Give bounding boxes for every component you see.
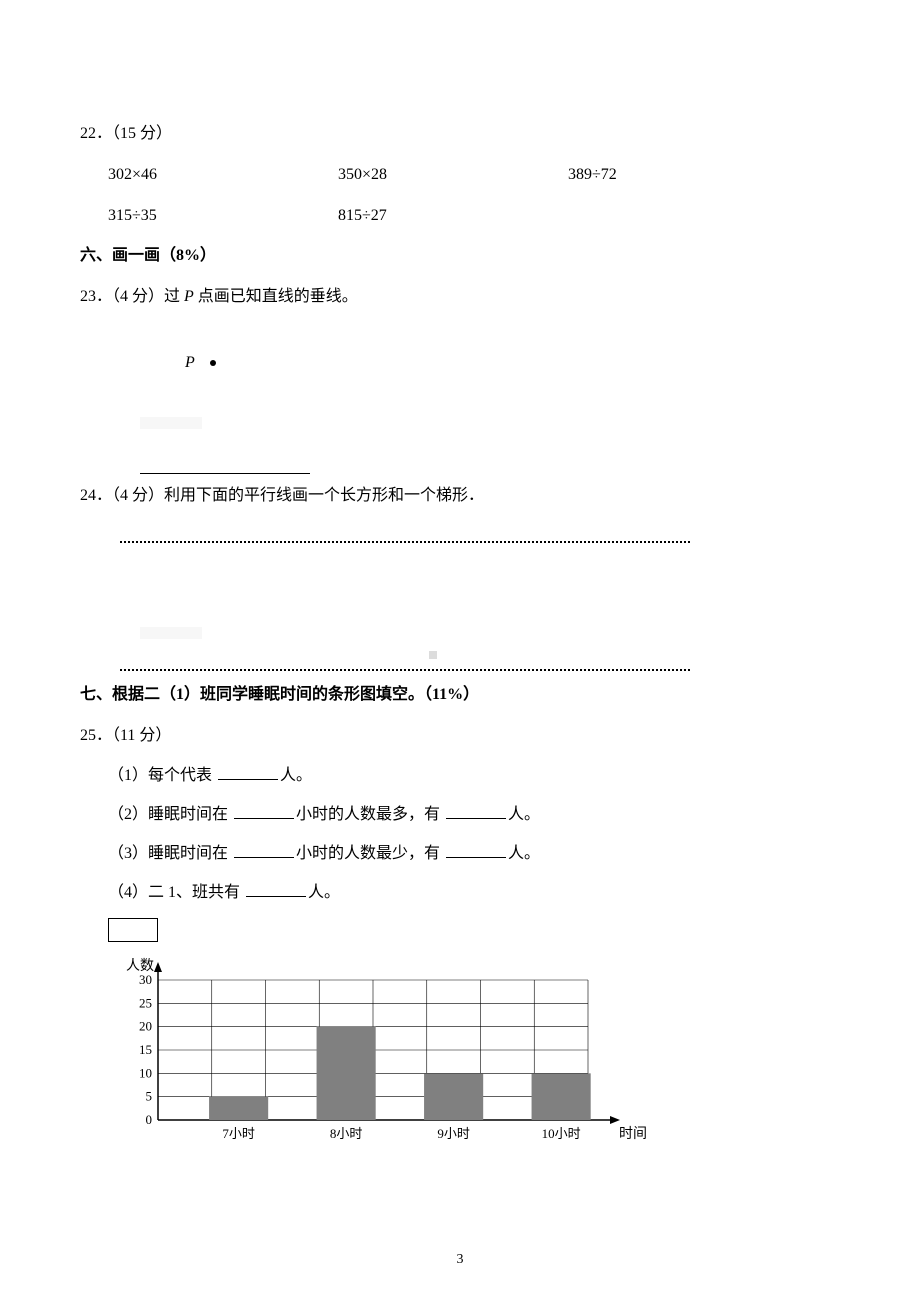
q25-sub2-b: 小时的人数最多，有 (296, 806, 444, 823)
expr-3: 389÷72 (568, 161, 798, 190)
blank-5 (446, 842, 506, 858)
expr-5: 815÷27 (338, 202, 568, 231)
svg-text:10: 10 (139, 1065, 152, 1080)
q25-sub4: （4）二 1、班共有 人。 (108, 879, 840, 908)
expr-row-1: 302×46 350×28 389÷72 (108, 161, 840, 190)
svg-text:5: 5 (146, 1088, 153, 1103)
svg-text:8小时: 8小时 (330, 1126, 363, 1141)
expr-row-2: 315÷35 815÷27 (108, 202, 840, 231)
legend-box (108, 918, 158, 942)
svg-text:7小时: 7小时 (222, 1126, 255, 1141)
q25-sub4-b: 人。 (308, 884, 340, 901)
q25-sub1-b: 人。 (280, 767, 312, 784)
blank-4 (234, 842, 294, 858)
dotted-line-bottom (120, 669, 690, 671)
svg-text:25: 25 (139, 995, 152, 1010)
q25-sub3: （3）睡眠时间在 小时的人数最少，有 人。 (108, 840, 840, 869)
watermark-3 (429, 651, 437, 659)
blank-2 (234, 803, 294, 819)
question-22-header: 22．（15 分） (80, 120, 840, 149)
expr-4: 315÷35 (108, 202, 338, 231)
baseline-q23 (140, 473, 310, 474)
point-p-dot (210, 360, 216, 366)
svg-text:30: 30 (139, 972, 152, 987)
diagram-q23: P (130, 324, 310, 474)
svg-text:15: 15 (139, 1042, 152, 1057)
section-6-heading: 六、画一画（8%） (80, 242, 840, 271)
watermark-2 (140, 627, 202, 639)
svg-text:10小时: 10小时 (542, 1126, 581, 1141)
svg-text:20: 20 (139, 1018, 152, 1033)
svg-text:9小时: 9小时 (437, 1126, 470, 1141)
blank-6 (246, 881, 306, 897)
parallel-lines-box (120, 541, 690, 671)
q25-sub1-a: （1）每个代表 (108, 767, 216, 784)
svg-text:0: 0 (146, 1112, 153, 1127)
question-25-header: 25．（11 分） (80, 722, 840, 751)
page-number: 3 (0, 1247, 920, 1272)
dotted-line-top (120, 541, 690, 543)
q23-var: P (184, 288, 194, 305)
expr-1: 302×46 (108, 161, 338, 190)
blank-1 (218, 764, 278, 780)
expr-2: 350×28 (338, 161, 568, 190)
q23-after: 点画已知直线的垂线。 (194, 288, 358, 305)
q25-sub3-b: 小时的人数最少，有 (296, 845, 444, 862)
q25-sub4-a: （4）二 1、班共有 (108, 884, 244, 901)
watermark-1 (140, 417, 202, 429)
q25-sub2-a: （2）睡眠时间在 (108, 806, 232, 823)
q25-sub3-c: 人。 (508, 845, 540, 862)
svg-text:时间: 时间 (619, 1126, 647, 1142)
q25-sub3-a: （3）睡眠时间在 (108, 845, 232, 862)
question-24-text: 24．（4 分）利用下面的平行线画一个长方形和一个梯形． (80, 482, 840, 511)
q25-sub2: （2）睡眠时间在 小时的人数最多，有 人。 (108, 801, 840, 830)
q25-sub2-c: 人。 (508, 806, 540, 823)
section-7-heading: 七、根据二（1）班同学睡眠时间的条形图填空。（11%） (80, 681, 840, 710)
q25-sub1: （1）每个代表 人。 (108, 762, 840, 791)
blank-3 (446, 803, 506, 819)
question-23-text: 23．（4 分）过 P 点画已知直线的垂线。 (80, 283, 840, 312)
bar-chart: 人数0510152025307小时8小时9小时10小时时间 (108, 950, 648, 1150)
point-p-label: P (185, 349, 195, 378)
q23-before: 23．（4 分）过 (80, 288, 184, 305)
